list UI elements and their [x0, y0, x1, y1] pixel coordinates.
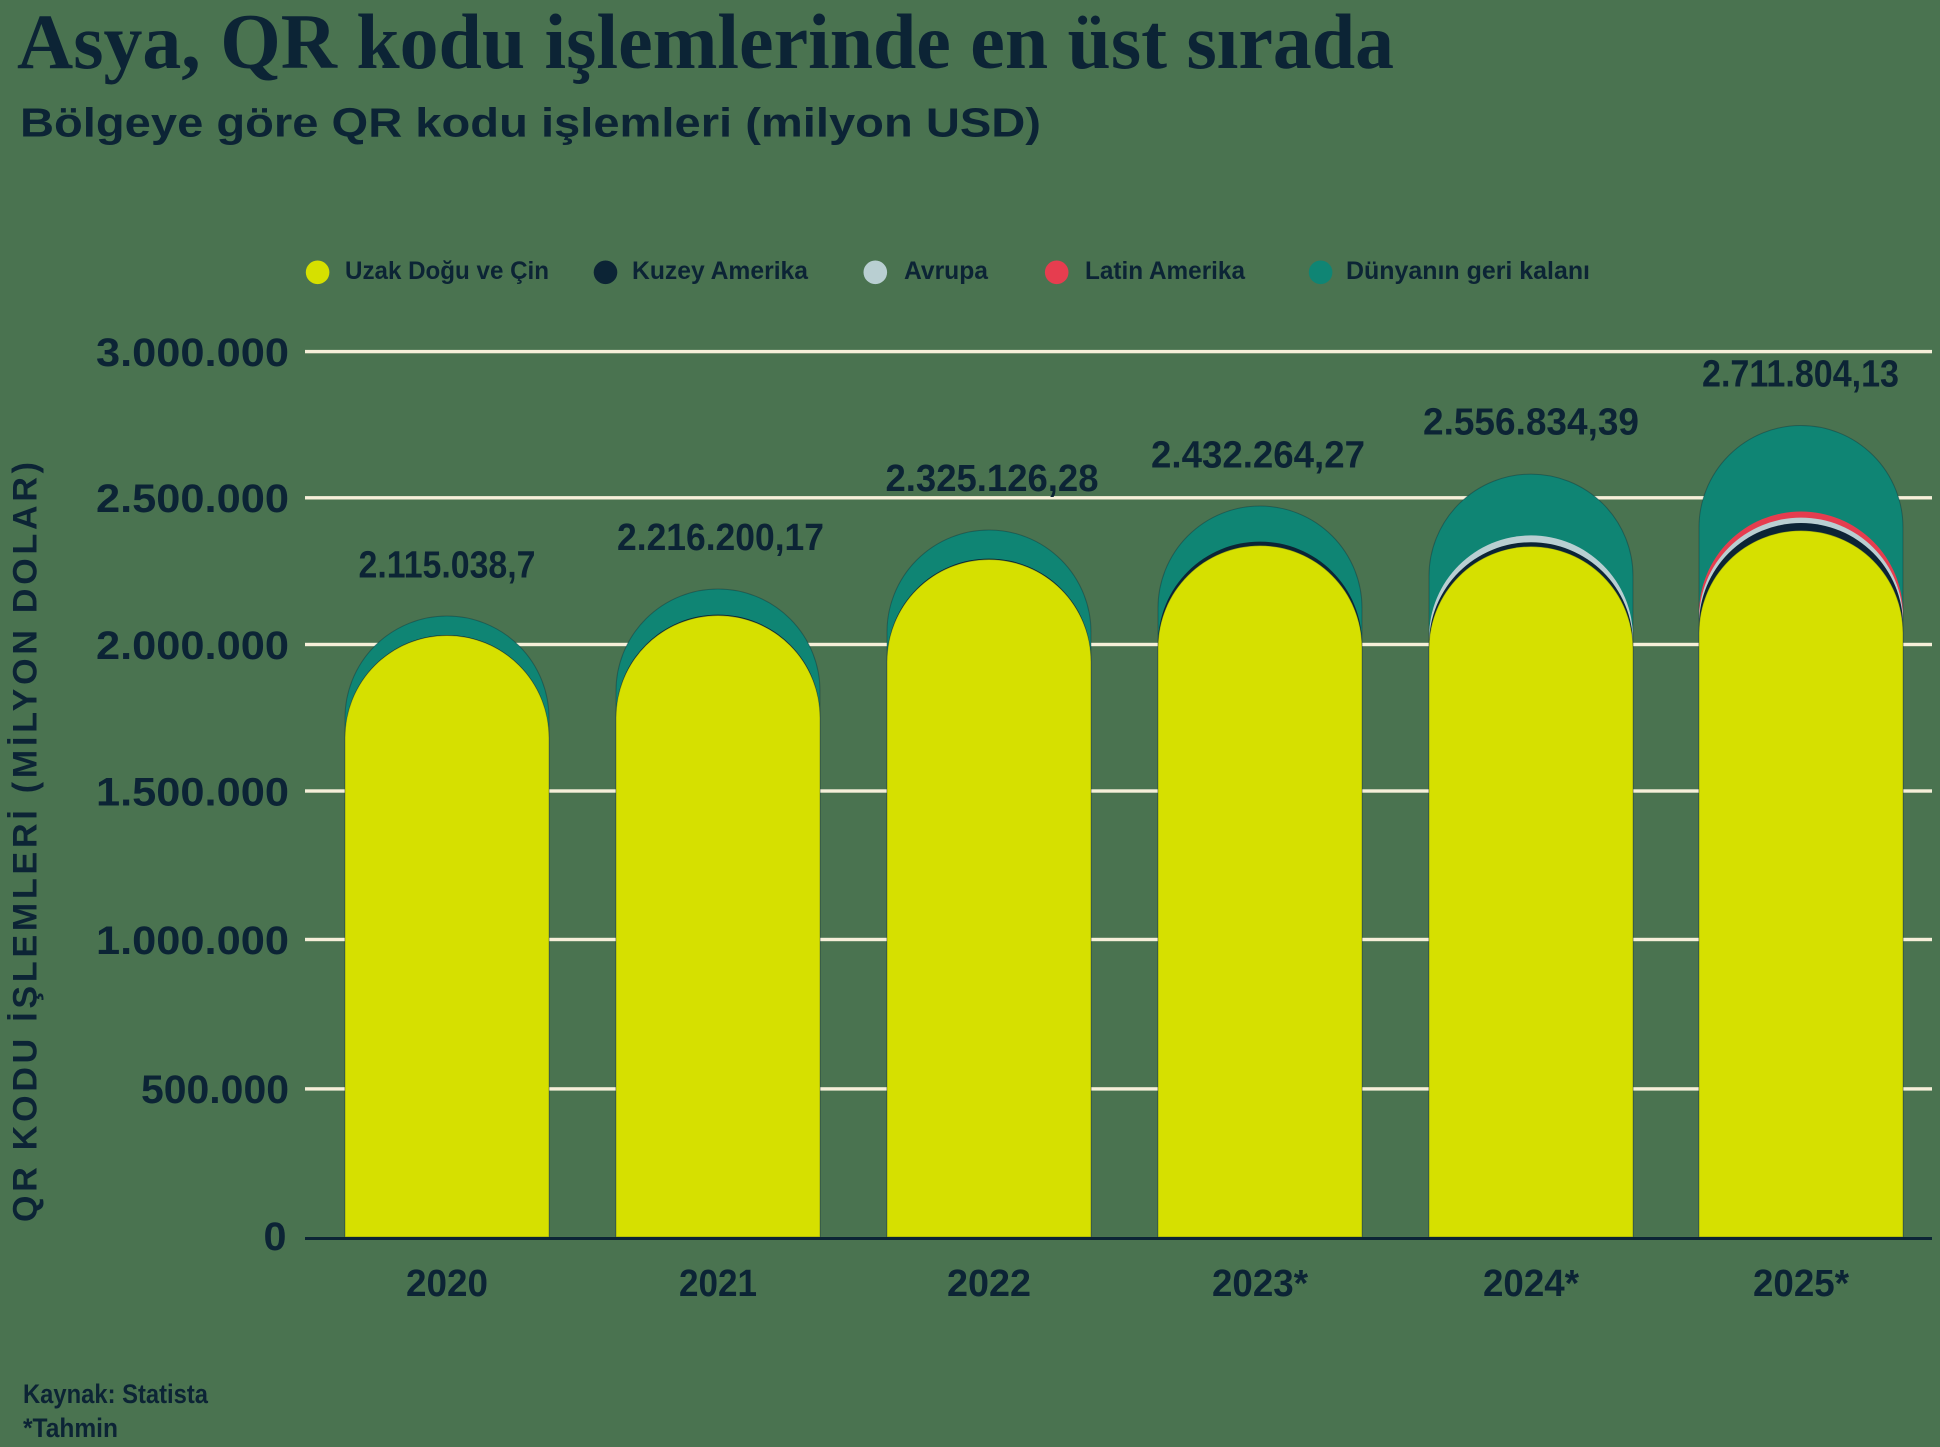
svg-text:0: 0 — [264, 1215, 287, 1259]
svg-text:2022: 2022 — [947, 1263, 1031, 1305]
svg-text:Latin Amerika: Latin Amerika — [1085, 257, 1246, 285]
svg-text:2020: 2020 — [406, 1263, 488, 1305]
svg-text:2.216.200,17: 2.216.200,17 — [617, 517, 824, 559]
svg-text:1.000.000: 1.000.000 — [96, 919, 289, 963]
svg-text:500.000: 500.000 — [141, 1068, 289, 1112]
svg-text:2.000.000: 2.000.000 — [96, 624, 289, 668]
svg-text:2025*: 2025* — [1753, 1263, 1849, 1305]
svg-text:Kaynak: Statista: Kaynak: Statista — [23, 1379, 209, 1409]
svg-text:Kuzey Amerika: Kuzey Amerika — [632, 257, 809, 285]
svg-text:1.500.000: 1.500.000 — [96, 770, 289, 814]
svg-text:2.432.264,27: 2.432.264,27 — [1151, 435, 1365, 477]
svg-text:QR KODU İŞLEMLERİ (MİLYON DOLA: QR KODU İŞLEMLERİ (MİLYON DOLAR) — [7, 462, 45, 1222]
svg-text:2021: 2021 — [679, 1263, 757, 1305]
svg-text:Asya, QR kodu işlemlerinde en: Asya, QR kodu işlemlerinde en üst sırada — [17, 0, 1394, 85]
svg-text:Bölgeye göre QR kodu işlemleri: Bölgeye göre QR kodu işlemleri (milyon U… — [20, 100, 1041, 146]
svg-text:2023*: 2023* — [1212, 1263, 1308, 1305]
svg-text:Avrupa: Avrupa — [904, 257, 989, 285]
svg-text:2.325.126,28: 2.325.126,28 — [886, 458, 1099, 500]
svg-text:*Tahmin: *Tahmin — [23, 1413, 118, 1442]
svg-text:Uzak Doğu ve Çin: Uzak Doğu ve Çin — [345, 257, 549, 285]
svg-text:2024*: 2024* — [1483, 1263, 1579, 1305]
svg-text:2.115.038,7: 2.115.038,7 — [359, 545, 536, 587]
svg-text:2.711.804,13: 2.711.804,13 — [1702, 354, 1899, 396]
svg-text:2.500.000: 2.500.000 — [96, 477, 289, 521]
svg-text:2.556.834,39: 2.556.834,39 — [1423, 402, 1639, 444]
svg-text:Dünyanın geri kalanı: Dünyanın geri kalanı — [1346, 257, 1590, 285]
svg-text:3.000.000: 3.000.000 — [96, 331, 289, 375]
